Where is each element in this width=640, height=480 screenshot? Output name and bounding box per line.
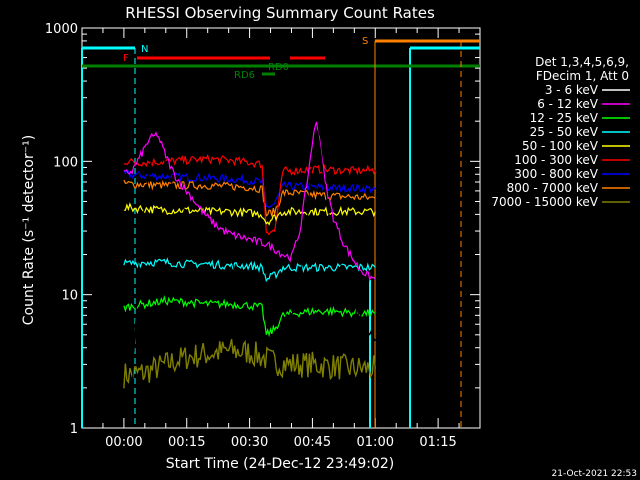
legend-entry: 300 - 800 keV bbox=[514, 167, 598, 181]
chart-title: RHESSI Observing Summary Count Rates bbox=[125, 4, 435, 22]
legend: Det 1,3,4,5,6,9, FDecim 1, Att 0 3 - 6 k… bbox=[491, 55, 630, 209]
legend-entry: 12 - 25 keV bbox=[530, 111, 599, 125]
flag-label: RD0 bbox=[268, 62, 289, 73]
y-tick-label: 10 bbox=[61, 289, 78, 304]
series-line bbox=[123, 179, 376, 217]
x-axis-label: Start Time (24-Dec-12 23:49:02) bbox=[166, 456, 394, 472]
footer-date: 21-Oct-2021 22:53 bbox=[552, 469, 637, 479]
y-axis-label: Count Rate (s⁻¹ detector⁻¹) bbox=[21, 135, 37, 325]
x-tick-label: 00:45 bbox=[294, 435, 331, 450]
flag-label: N bbox=[141, 44, 148, 55]
legend-entry: 3 - 6 keV bbox=[545, 83, 599, 97]
x-tick-label: 01:00 bbox=[357, 435, 394, 450]
series-layer bbox=[114, 121, 376, 418]
axes: 1 10 100 1000 00:00 00:15 00:30 00:45 01:00 01:15 bbox=[45, 22, 481, 450]
x-tick-label: 00:15 bbox=[168, 435, 205, 450]
series-line bbox=[123, 121, 376, 282]
legend-entry: 25 - 50 keV bbox=[530, 125, 599, 139]
legend-header-1: Det 1,3,4,5,6,9, bbox=[535, 55, 629, 69]
series-line bbox=[123, 339, 376, 389]
series-line bbox=[114, 129, 376, 418]
series-line bbox=[123, 202, 376, 226]
legend-entry: 800 - 7000 keV bbox=[507, 181, 599, 195]
series-line bbox=[123, 153, 376, 236]
flags-layer: N F RD0 RD6 S bbox=[81, 36, 480, 428]
series-line bbox=[123, 294, 376, 338]
legend-entry: 6 - 12 keV bbox=[537, 97, 599, 111]
legend-entry: 50 - 100 keV bbox=[522, 139, 599, 153]
legend-entry: 100 - 300 keV bbox=[514, 153, 598, 167]
y-tick-label: 1000 bbox=[45, 22, 78, 37]
y-tick-label: 100 bbox=[53, 155, 78, 170]
y-tick-label: 1 bbox=[70, 422, 78, 437]
x-tick-label: 01:15 bbox=[419, 435, 456, 450]
flag-label: S bbox=[362, 36, 368, 47]
legend-header-2: FDecim 1, Att 0 bbox=[536, 69, 629, 83]
series-line bbox=[123, 257, 376, 283]
series-line bbox=[123, 170, 376, 209]
legend-entry: 7000 - 15000 keV bbox=[491, 195, 598, 209]
flag-label: F bbox=[123, 53, 129, 64]
flag-label: RD6 bbox=[234, 70, 255, 81]
x-tick-label: 00:30 bbox=[231, 435, 268, 450]
x-tick-label: 00:00 bbox=[105, 435, 142, 450]
